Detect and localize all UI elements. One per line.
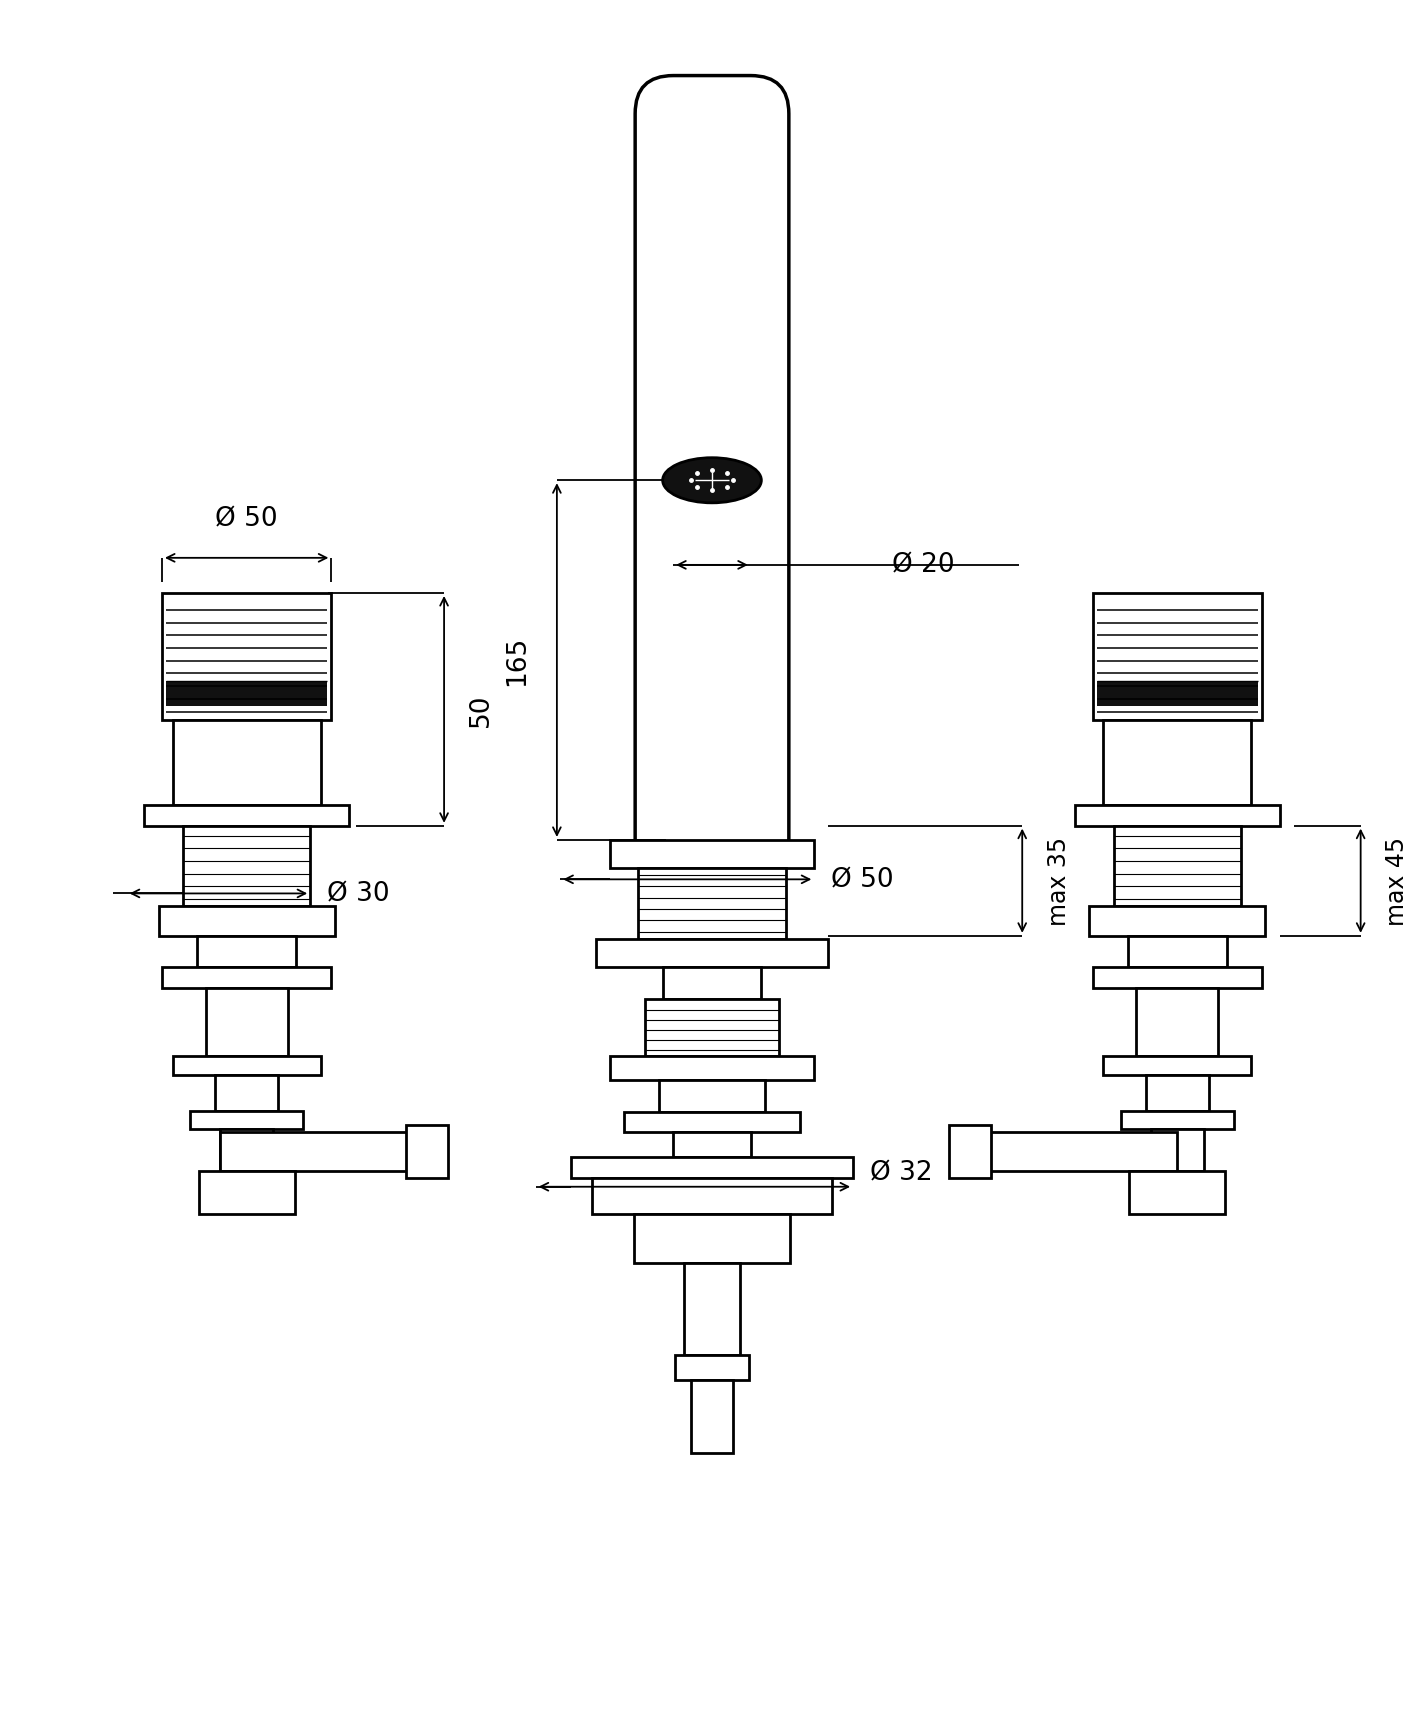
Bar [1146, 1075, 1209, 1111]
Bar [662, 967, 762, 999]
Ellipse shape [662, 458, 762, 503]
Bar [215, 1075, 278, 1111]
Text: Ø 32: Ø 32 [870, 1160, 933, 1185]
Bar [674, 114, 750, 841]
Bar [1075, 805, 1280, 827]
Bar [675, 1354, 749, 1380]
Bar [948, 1125, 991, 1179]
Text: 165: 165 [504, 636, 530, 686]
Text: 50: 50 [467, 693, 494, 727]
Bar [1151, 1129, 1205, 1172]
Bar [1104, 720, 1252, 805]
Bar [1096, 681, 1257, 706]
Bar [199, 1172, 295, 1213]
Bar [1128, 936, 1226, 967]
Bar [635, 1213, 789, 1263]
Bar [691, 1380, 733, 1454]
Text: Ø 50: Ø 50 [215, 507, 278, 532]
Bar [1114, 827, 1240, 906]
Bar [1121, 1111, 1233, 1129]
Bar [158, 906, 335, 936]
Bar [609, 841, 815, 868]
Bar [144, 805, 349, 827]
Bar [1092, 967, 1262, 989]
Text: Ø 50: Ø 50 [832, 867, 894, 893]
Bar [659, 1080, 765, 1113]
Bar [984, 1132, 1178, 1172]
Bar [191, 1111, 303, 1129]
Bar [1129, 1172, 1225, 1213]
Bar [184, 827, 310, 906]
Bar [1089, 906, 1266, 936]
Bar [219, 1129, 273, 1172]
Bar [167, 681, 328, 706]
Text: max 35: max 35 [1047, 837, 1071, 925]
Bar [684, 1263, 740, 1354]
Bar [406, 1125, 449, 1179]
Bar [172, 720, 320, 805]
Bar [674, 1132, 750, 1158]
Bar [624, 1113, 800, 1132]
Bar [162, 594, 332, 720]
Bar [172, 1056, 320, 1075]
FancyBboxPatch shape [635, 76, 789, 879]
Bar [206, 989, 288, 1056]
Bar [1104, 1056, 1252, 1075]
Text: Ø 30: Ø 30 [328, 880, 390, 906]
Bar [595, 939, 829, 967]
Bar [638, 868, 786, 939]
Text: max 45: max 45 [1386, 837, 1410, 925]
Bar [592, 1179, 832, 1213]
Bar [219, 1132, 413, 1172]
Bar [645, 999, 779, 1056]
Text: Ø 20: Ø 20 [891, 553, 954, 579]
Bar [571, 1158, 853, 1179]
Bar [1136, 989, 1218, 1056]
Bar [198, 936, 296, 967]
Bar [1092, 594, 1262, 720]
Bar [162, 967, 332, 989]
Bar [609, 1056, 815, 1080]
